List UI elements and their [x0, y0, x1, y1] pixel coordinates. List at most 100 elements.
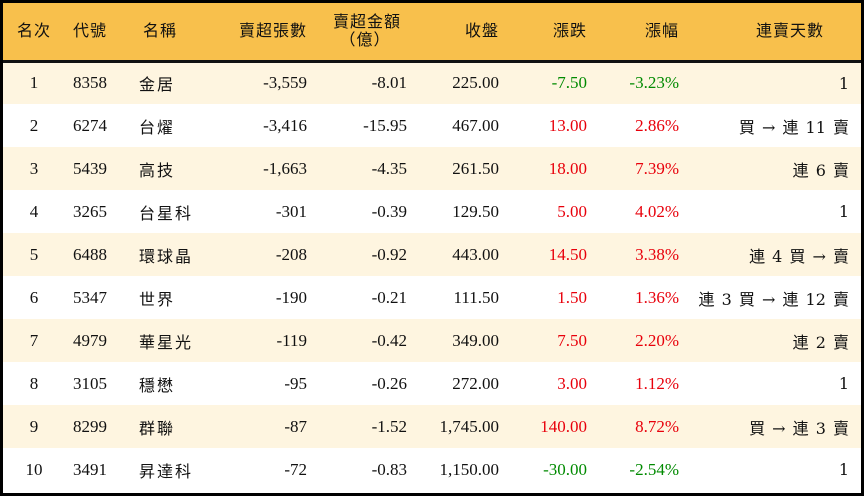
name-cell: 世界	[139, 289, 176, 309]
net-sell-lots-cell: -119	[276, 330, 307, 350]
change-pct-cell: -2.54%	[629, 459, 679, 479]
net-sell-lots-cell: -95	[284, 373, 307, 393]
net-sell-lots-cell: -208	[275, 244, 307, 264]
change-cell: 3.00	[557, 373, 587, 393]
net-sell-lots-cell: -1,663	[263, 158, 307, 178]
change-cell: 1.50	[557, 287, 587, 307]
header-streak: 連賣天數	[679, 3, 861, 63]
rank-cell: 7	[29, 330, 39, 350]
name-cell: 環球晶	[139, 246, 194, 266]
close-cell: 1,150.00	[439, 459, 500, 479]
header-row: 名次 代號 名稱 賣超張數 賣超金額 （億） 收盤 漲跌 漲幅 連賣天數	[3, 3, 861, 63]
name-cell: 群聯	[139, 418, 176, 438]
header-close: 收盤	[407, 3, 499, 63]
change-pct-cell: 2.20%	[635, 330, 679, 350]
net-sell-amount-cell: -8.01	[371, 73, 407, 93]
header-rank: 名次	[3, 3, 65, 63]
change-pct-cell: 8.72%	[635, 416, 679, 436]
header-net-sell-amount-line1: 賣超金額	[332, 12, 401, 32]
table-row: 2 6274 台燿 -3,416 -15.95 467.00 13.00 2.8…	[3, 104, 861, 147]
header-change: 漲跌	[499, 3, 587, 63]
change-cell: 7.50	[557, 330, 587, 350]
table-row: 3 5439 高技 -1,663 -4.35 261.50 18.00 7.39…	[3, 147, 861, 190]
net-sell-lots-cell: -301	[275, 201, 307, 221]
net-sell-amount-cell: -15.95	[363, 115, 407, 135]
net-sell-ranking-table: 名次 代號 名稱 賣超張數 賣超金額 （億） 收盤 漲跌 漲幅 連賣天數 1 8…	[3, 3, 861, 491]
change-pct-cell: 1.12%	[635, 373, 679, 393]
close-cell: 225.00	[452, 73, 499, 93]
rank-cell: 10	[25, 459, 43, 479]
table-row: 5 6488 環球晶 -208 -0.92 443.00 14.50 3.38%…	[3, 233, 861, 276]
change-pct-cell: 1.36%	[635, 287, 679, 307]
change-pct-cell: 4.02%	[635, 201, 679, 221]
header-name: 名稱	[131, 3, 221, 63]
code-cell: 4979	[73, 330, 107, 350]
table-row: 4 3265 台星科 -301 -0.39 129.50 5.00 4.02% …	[3, 190, 861, 233]
change-pct-cell: 7.39%	[635, 158, 679, 178]
code-cell: 3265	[73, 201, 107, 221]
name-cell: 金居	[139, 75, 176, 95]
close-cell: 467.00	[452, 115, 499, 135]
table-row: 6 5347 世界 -190 -0.21 111.50 1.50 1.36% 連…	[3, 276, 861, 319]
change-cell: -7.50	[551, 73, 587, 93]
rank-cell: 6	[29, 287, 39, 307]
close-cell: 261.50	[452, 158, 499, 178]
code-cell: 3105	[73, 373, 107, 393]
change-cell: 140.00	[540, 416, 587, 436]
table-row: 9 8299 群聯 -87 -1.52 1,745.00 140.00 8.72…	[3, 405, 861, 448]
close-cell: 349.00	[452, 330, 499, 350]
change-pct-cell: -3.23%	[629, 73, 679, 93]
table-row: 10 3491 昇達科 -72 -0.83 1,150.00 -30.00 -2…	[3, 448, 861, 491]
streak-cell: 連 2 賣	[792, 332, 849, 352]
net-sell-lots-cell: -87	[284, 416, 307, 436]
header-net-sell-amount: 賣超金額 （億）	[307, 3, 407, 63]
code-cell: 8358	[73, 73, 107, 93]
name-cell: 穩懋	[139, 375, 176, 395]
net-sell-lots-cell: -3,559	[263, 73, 307, 93]
change-cell: 18.00	[548, 158, 587, 178]
code-cell: 6488	[73, 244, 107, 264]
rank-cell: 8	[29, 373, 39, 393]
change-cell: 14.50	[548, 244, 587, 264]
net-sell-amount-cell: -0.42	[371, 330, 407, 350]
rank-cell: 9	[29, 416, 39, 436]
change-pct-cell: 3.38%	[635, 244, 679, 264]
streak-cell: 1	[838, 202, 849, 221]
code-cell: 5439	[73, 158, 107, 178]
code-cell: 8299	[73, 416, 107, 436]
code-cell: 3491	[73, 459, 107, 479]
rank-cell: 3	[29, 158, 39, 178]
name-cell: 昇達科	[139, 461, 194, 481]
net-sell-amount-cell: -0.83	[371, 459, 407, 479]
table-row: 7 4979 華星光 -119 -0.42 349.00 7.50 2.20% …	[3, 319, 861, 362]
close-cell: 111.50	[453, 287, 500, 307]
streak-cell: 連 6 賣	[792, 160, 849, 180]
net-sell-lots-cell: -72	[284, 459, 307, 479]
net-sell-amount-cell: -0.26	[371, 373, 407, 393]
change-cell: 13.00	[548, 115, 587, 135]
net-sell-amount-cell: -1.52	[371, 416, 407, 436]
header-change-pct: 漲幅	[587, 3, 679, 63]
close-cell: 1,745.00	[439, 416, 500, 436]
name-cell: 台燿	[139, 117, 176, 137]
net-sell-lots-cell: -3,416	[263, 115, 307, 135]
name-cell: 高技	[139, 160, 176, 180]
streak-cell: 1	[838, 73, 849, 93]
net-sell-amount-cell: -0.92	[371, 244, 407, 264]
net-sell-amount-cell: -0.39	[371, 201, 407, 221]
header-net-sell-amount-line2: （億）	[339, 30, 391, 50]
table-row: 1 8358 金居 -3,559 -8.01 225.00 -7.50 -3.2…	[3, 61, 861, 104]
streak-cell: 連 4 買 → 賣	[749, 246, 849, 266]
streak-cell: 連 3 買 → 連 12 賣	[698, 289, 849, 309]
change-cell: 5.00	[557, 201, 587, 221]
close-cell: 443.00	[452, 244, 499, 264]
rank-cell: 2	[29, 115, 39, 135]
close-cell: 129.50	[452, 201, 499, 221]
header-code: 代號	[65, 3, 131, 63]
name-cell: 華星光	[139, 332, 194, 352]
header-net-sell-lots: 賣超張數	[221, 3, 307, 63]
table-row: 8 3105 穩懋 -95 -0.26 272.00 3.00 1.12% 1	[3, 362, 861, 405]
streak-cell: 1	[838, 374, 849, 393]
streak-cell: 買 → 連 3 賣	[749, 418, 849, 438]
